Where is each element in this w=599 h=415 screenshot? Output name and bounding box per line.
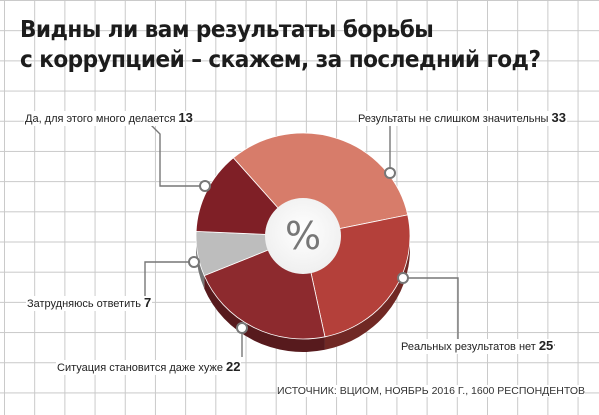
label-slice-3: Ситуация становится даже хуже 22 <box>56 359 242 375</box>
label-slice-4-text: Затрудняюсь ответить <box>27 298 142 310</box>
donut-hole <box>265 198 341 274</box>
leader-dot-2 <box>397 272 409 284</box>
label-slice-5: Да, для этого много делается 13 <box>24 111 194 126</box>
leader-line-4 <box>144 261 194 296</box>
slice-side-3 <box>204 275 325 353</box>
label-slice-4-value: 7 <box>144 295 152 310</box>
leader-dot-4 <box>188 256 200 268</box>
label-slice-2-text: Реальных результатов нет <box>401 341 536 353</box>
slice-side-2 <box>324 236 410 350</box>
leader-dot-5 <box>199 180 211 192</box>
label-slice-3-value: 22 <box>226 359 241 374</box>
label-slice-1: Результаты не слишком значительны 33 <box>357 111 567 126</box>
percent-symbol: % <box>285 214 321 258</box>
leader-line-5 <box>149 123 205 187</box>
title-line-2: с коррупцией – скажем, за последний год? <box>20 45 541 73</box>
label-slice-4: Затрудняюсь ответить 7 <box>26 295 153 311</box>
title-line-1: Видны ли вам результаты борьбы <box>20 15 434 43</box>
label-slice-2: Реальных результатов нет 25 <box>400 338 555 354</box>
source-note: ИСТОЧНИК: ВЦИОМ, НОЯБРЬ 2016 Г., 1600 РЕ… <box>276 385 585 397</box>
leader-dot-3 <box>236 322 248 334</box>
label-slice-3-text: Ситуация становится даже хуже <box>57 362 224 374</box>
slice-1 <box>232 132 409 237</box>
leader-dot-1 <box>384 167 396 179</box>
leader-line-2 <box>403 277 555 346</box>
label-slice-5-value: 13 <box>178 110 193 125</box>
label-slice-1-value: 33 <box>551 110 566 125</box>
label-slice-1-text: Результаты не слишком значительны <box>358 113 549 125</box>
chart-title: Видны ли вам результаты борьбы с коррупц… <box>20 14 544 74</box>
slice-side-4 <box>196 236 205 289</box>
label-slice-2-value: 25 <box>538 338 554 353</box>
label-slice-5-text: Да, для этого много делается <box>25 113 176 125</box>
